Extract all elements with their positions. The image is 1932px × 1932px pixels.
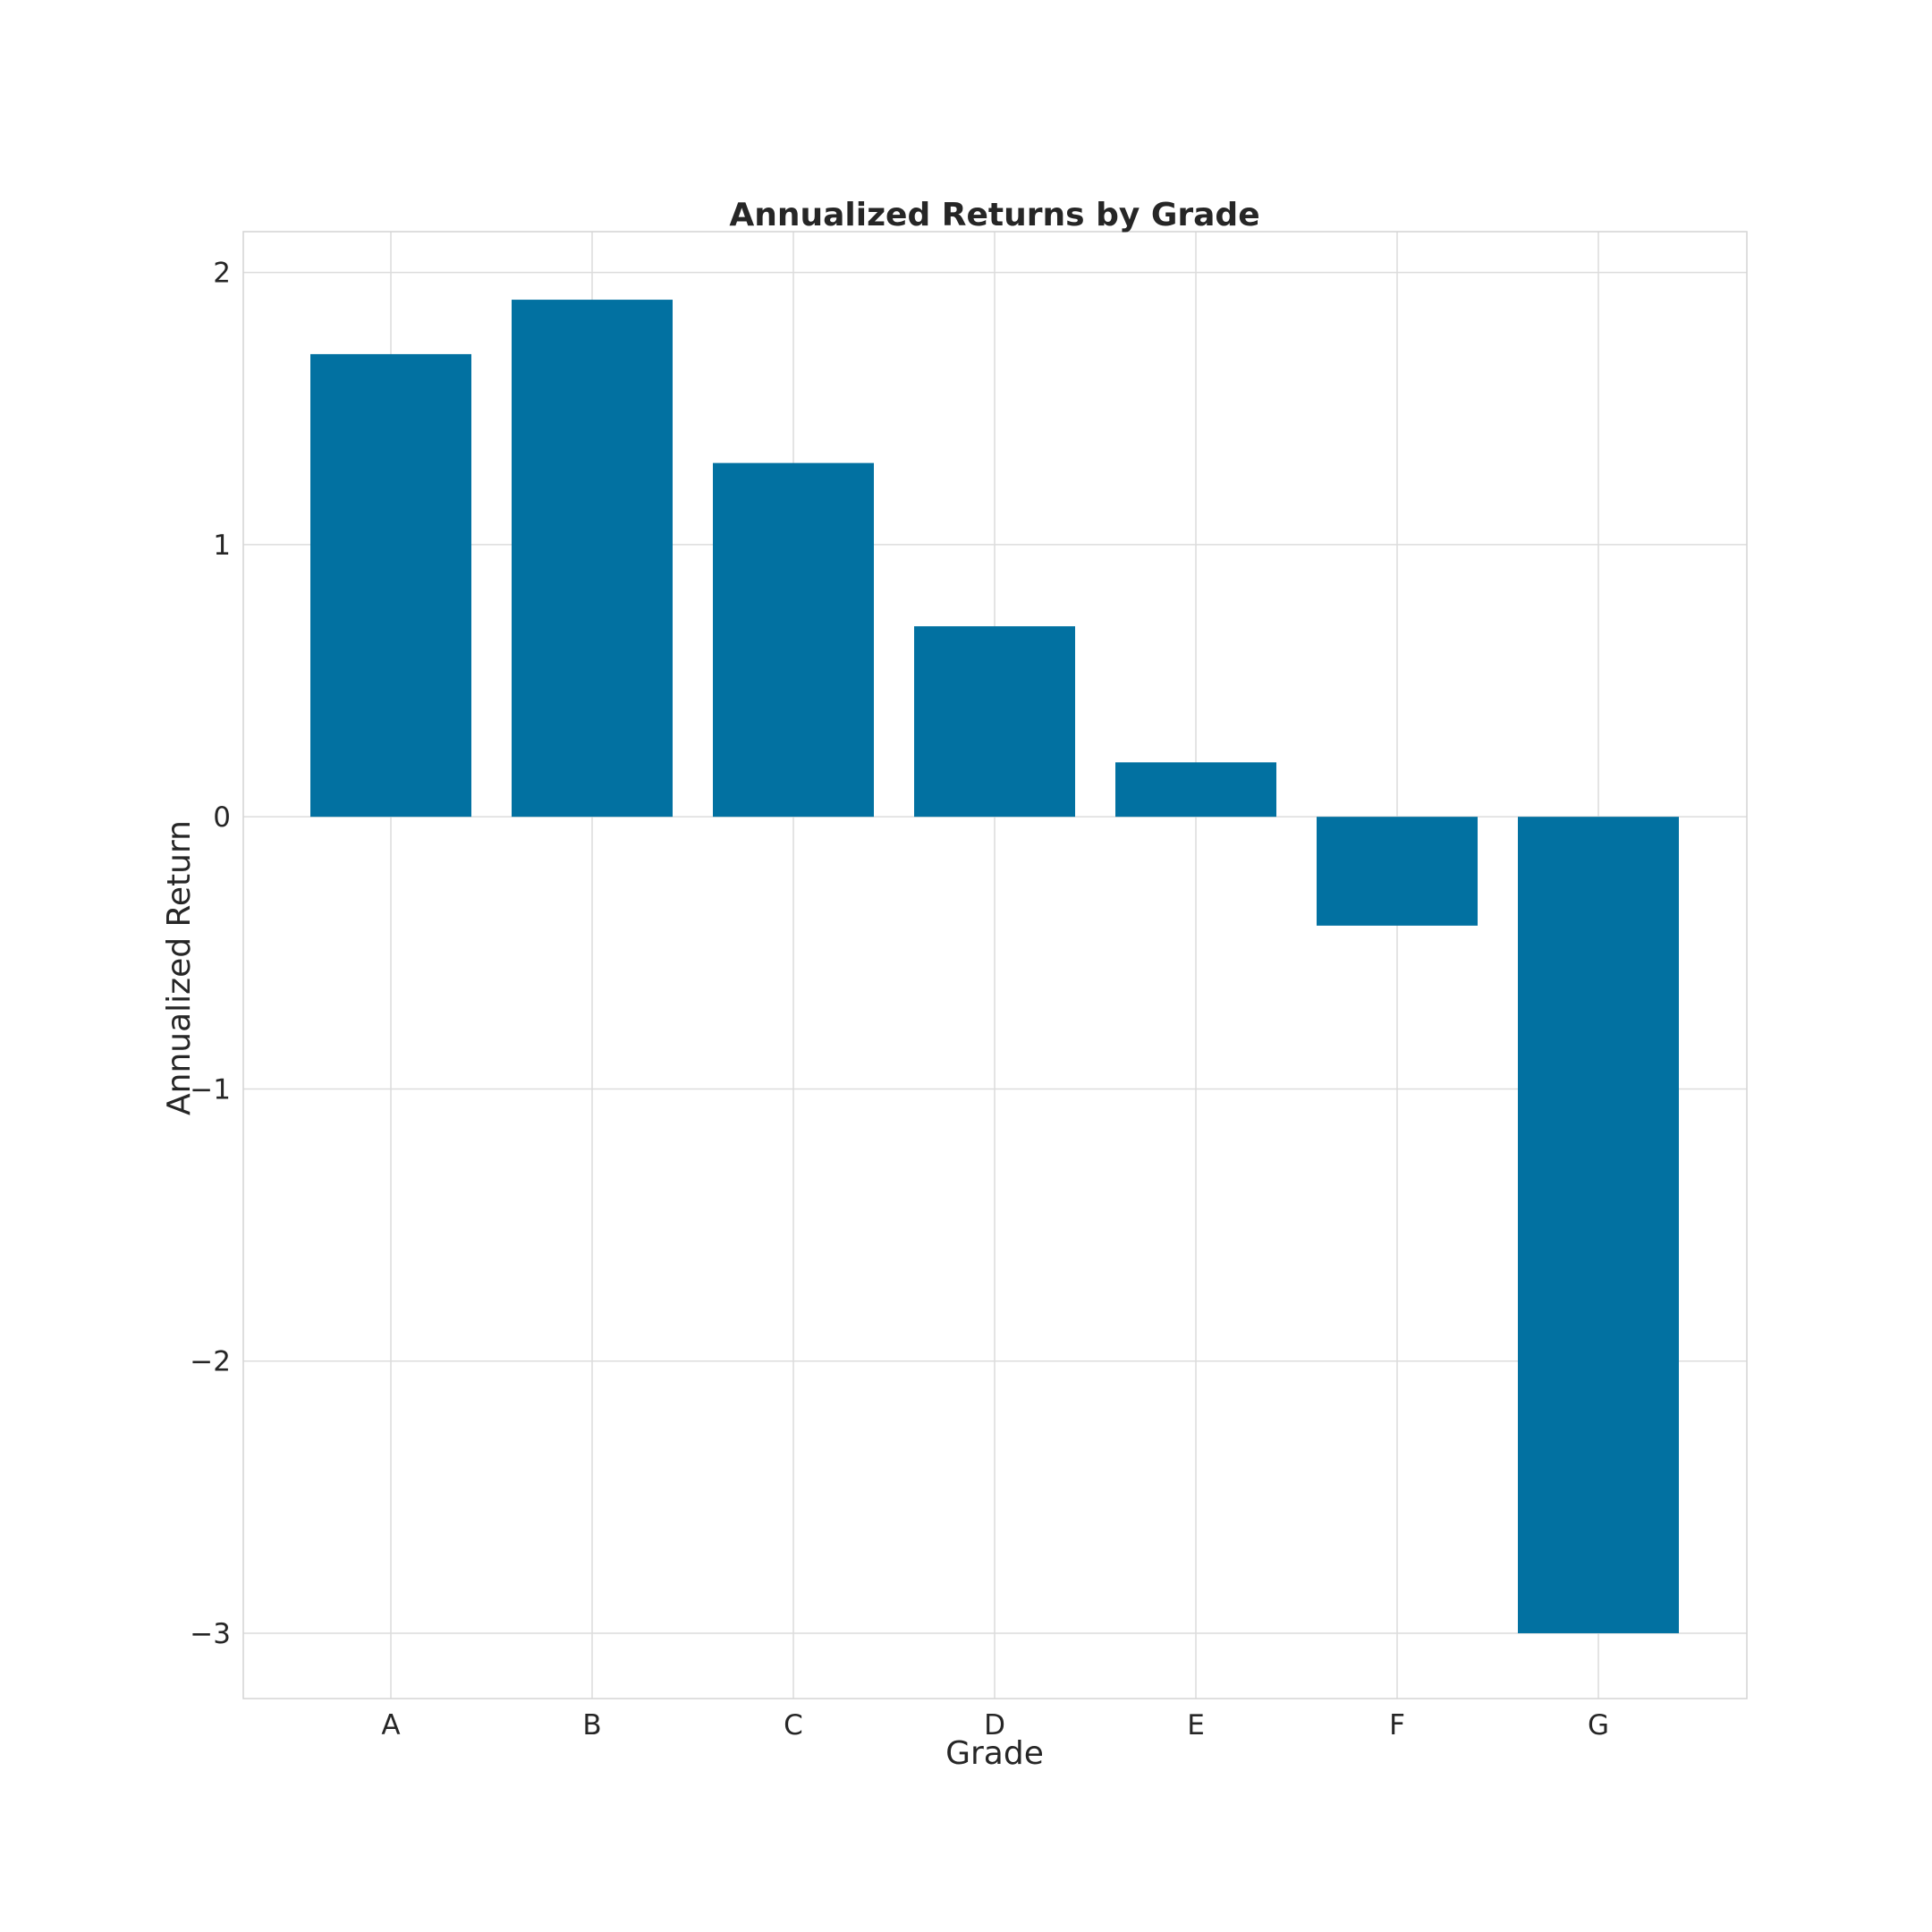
y-axis-label: Annualized Return <box>161 820 198 1115</box>
bar-b <box>512 300 673 818</box>
y-axis-ticks: 2 1 0 −1 −2 −3 <box>190 258 231 1650</box>
x-tick-label: C <box>784 1709 803 1741</box>
y-tick-label: 2 <box>213 258 231 290</box>
x-tick-label: G <box>1588 1709 1609 1741</box>
x-tick-label: F <box>1389 1709 1405 1741</box>
y-tick-label: −1 <box>190 1073 231 1106</box>
plot-frame <box>242 231 1748 1699</box>
x-tick-label: D <box>984 1709 1005 1741</box>
bar-e <box>1115 762 1276 818</box>
x-axis-ticks: A B C D E F G <box>381 1709 1609 1741</box>
y-tick-label: −2 <box>190 1346 231 1378</box>
bar-f <box>1317 817 1478 926</box>
x-axis-label: Grade <box>945 1735 1044 1772</box>
x-tick-label: E <box>1187 1709 1205 1741</box>
bar-a <box>310 353 471 818</box>
bar-g <box>1518 817 1679 1633</box>
y-tick-label: 1 <box>213 530 231 562</box>
y-tick-label: 0 <box>213 801 231 834</box>
x-tick-label: B <box>582 1709 601 1741</box>
bars <box>310 300 1679 1633</box>
x-tick-label: A <box>381 1709 400 1741</box>
chart-title: Annualized Returns by Grade <box>729 197 1259 233</box>
y-tick-label: −3 <box>190 1618 231 1650</box>
bar-d <box>914 626 1075 818</box>
bar-c <box>713 462 874 818</box>
